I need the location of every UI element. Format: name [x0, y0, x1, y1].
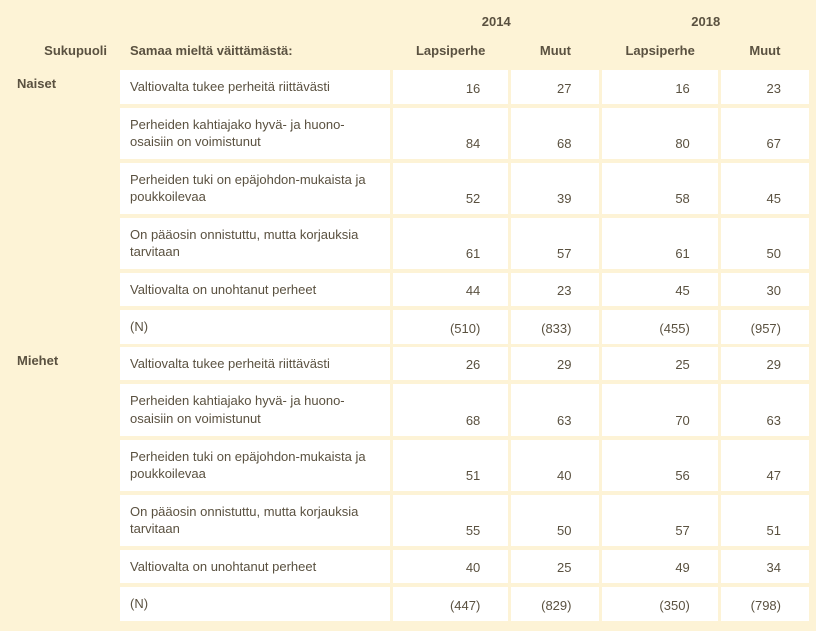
value-cell: 44 — [393, 273, 508, 307]
value-cell: 30 — [721, 273, 809, 307]
group-label — [7, 384, 117, 435]
value-cell: 55 — [393, 495, 508, 546]
table-row: On pääosin onnistuttu, mutta korjauksia … — [7, 495, 809, 546]
group-label — [7, 587, 117, 621]
group-label — [7, 108, 117, 159]
statement-cell: Valtiovalta tukee perheitä riittävästi — [120, 344, 390, 381]
group-label: Miehet — [7, 344, 117, 381]
value-cell: 61 — [393, 218, 508, 269]
col-header-group: Sukupuoli — [7, 37, 117, 70]
group-label — [7, 163, 117, 214]
value-cell: 40 — [511, 440, 599, 491]
table-body: NaisetValtiovalta tukee perheitä riittäv… — [7, 70, 809, 621]
value-cell: 57 — [511, 218, 599, 269]
value-cell: (447) — [393, 587, 508, 621]
group-label — [7, 218, 117, 269]
value-cell: (829) — [511, 587, 599, 621]
value-cell: 23 — [721, 70, 809, 104]
value-cell: 23 — [511, 273, 599, 307]
statement-cell: Valtiovalta on unohtanut perheet — [120, 273, 390, 307]
value-cell: 57 — [602, 495, 717, 546]
value-cell: 25 — [511, 550, 599, 584]
value-cell: 70 — [602, 384, 717, 435]
table-row: (N)(447)(829)(350)(798) — [7, 587, 809, 621]
statement-cell: Perheiden tuki on epäjohdon-mukaista ja … — [120, 440, 390, 491]
statement-cell: Perheiden kahtiajako hyvä- ja huono-osai… — [120, 384, 390, 435]
value-cell: (350) — [602, 587, 717, 621]
value-cell: 26 — [393, 344, 508, 381]
value-cell: 45 — [721, 163, 809, 214]
table-row: Perheiden tuki on epäjohdon-mukaista ja … — [7, 163, 809, 214]
statement-cell: On pääosin onnistuttu, mutta korjauksia … — [120, 218, 390, 269]
group-label — [7, 440, 117, 491]
year-header-0: 2014 — [393, 4, 599, 37]
sub-header-1-1: Muut — [721, 37, 809, 70]
value-cell: 27 — [511, 70, 599, 104]
table-row: Perheiden kahtiajako hyvä- ja huono-osai… — [7, 384, 809, 435]
statement-cell: Perheiden kahtiajako hyvä- ja huono-osai… — [120, 108, 390, 159]
sub-header-1-0: Lapsiperhe — [602, 37, 717, 70]
value-cell: 16 — [602, 70, 717, 104]
table-row: Perheiden kahtiajako hyvä- ja huono-osai… — [7, 108, 809, 159]
group-label — [7, 310, 117, 344]
value-cell: (510) — [393, 310, 508, 344]
group-label — [7, 550, 117, 584]
table-row: (N)(510)(833)(455)(957) — [7, 310, 809, 344]
sub-header-0-1: Muut — [511, 37, 599, 70]
statement-cell: On pääosin onnistuttu, mutta korjauksia … — [120, 495, 390, 546]
group-label: Naiset — [7, 70, 117, 104]
value-cell: 29 — [721, 344, 809, 381]
value-cell: 68 — [511, 108, 599, 159]
group-label — [7, 273, 117, 307]
value-cell: 25 — [602, 344, 717, 381]
statement-cell: Valtiovalta tukee perheitä riittävästi — [120, 70, 390, 104]
value-cell: 67 — [721, 108, 809, 159]
value-cell: 40 — [393, 550, 508, 584]
value-cell: 45 — [602, 273, 717, 307]
value-cell: 39 — [511, 163, 599, 214]
value-cell: 50 — [511, 495, 599, 546]
table-row: Valtiovalta on unohtanut perheet44234530 — [7, 273, 809, 307]
value-cell: 34 — [721, 550, 809, 584]
value-cell: (455) — [602, 310, 717, 344]
table-row: NaisetValtiovalta tukee perheitä riittäv… — [7, 70, 809, 104]
value-cell: 84 — [393, 108, 508, 159]
value-cell: 63 — [511, 384, 599, 435]
statement-cell: (N) — [120, 310, 390, 344]
value-cell: 50 — [721, 218, 809, 269]
value-cell: 58 — [602, 163, 717, 214]
table-row: Perheiden tuki on epäjohdon-mukaista ja … — [7, 440, 809, 491]
statement-cell: Valtiovalta on unohtanut perheet — [120, 550, 390, 584]
value-cell: 63 — [721, 384, 809, 435]
year-header-row: 2014 2018 — [7, 4, 809, 37]
group-label — [7, 495, 117, 546]
table-row: MiehetValtiovalta tukee perheitä riittäv… — [7, 344, 809, 381]
sub-header-row: Sukupuoli Samaa mieltä väittämästä: Laps… — [7, 37, 809, 70]
value-cell: 51 — [721, 495, 809, 546]
value-cell: 61 — [602, 218, 717, 269]
value-cell: 51 — [393, 440, 508, 491]
statement-cell: Perheiden tuki on epäjohdon-mukaista ja … — [120, 163, 390, 214]
value-cell: 68 — [393, 384, 508, 435]
year-header-1: 2018 — [602, 4, 809, 37]
data-table: 2014 2018 Sukupuoli Samaa mieltä väittäm… — [4, 4, 812, 621]
col-header-statement: Samaa mieltä väittämästä: — [120, 37, 390, 70]
value-cell: (798) — [721, 587, 809, 621]
value-cell: 52 — [393, 163, 508, 214]
value-cell: (833) — [511, 310, 599, 344]
value-cell: 29 — [511, 344, 599, 381]
value-cell: 49 — [602, 550, 717, 584]
table-row: Valtiovalta on unohtanut perheet40254934 — [7, 550, 809, 584]
value-cell: 56 — [602, 440, 717, 491]
table-row: On pääosin onnistuttu, mutta korjauksia … — [7, 218, 809, 269]
value-cell: (957) — [721, 310, 809, 344]
sub-header-0-0: Lapsiperhe — [393, 37, 508, 70]
value-cell: 47 — [721, 440, 809, 491]
statement-cell: (N) — [120, 587, 390, 621]
value-cell: 16 — [393, 70, 508, 104]
value-cell: 80 — [602, 108, 717, 159]
